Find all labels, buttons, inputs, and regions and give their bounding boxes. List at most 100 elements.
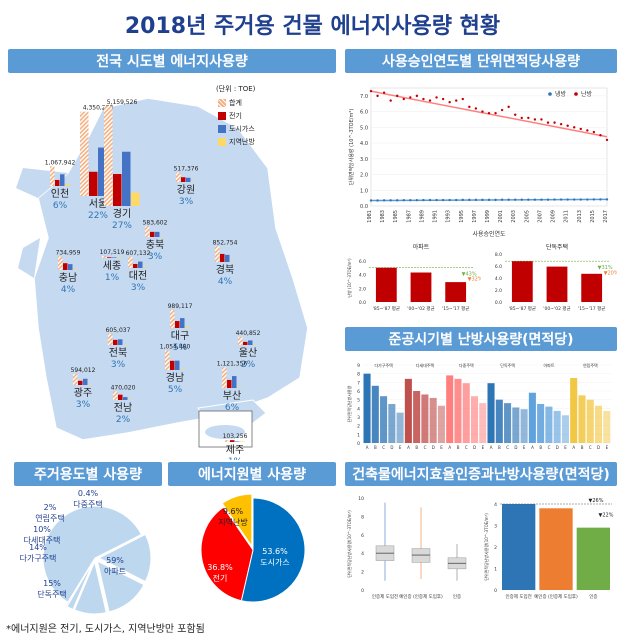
region-pct-16: 1%	[228, 457, 243, 460]
region-bar-16-1	[230, 440, 235, 442]
period-xtick-4-0: A	[531, 445, 534, 450]
region-bar-0-1	[89, 171, 98, 196]
box-ytick-4: 8	[361, 514, 364, 520]
scatter-point-0-21	[507, 105, 510, 109]
cert-bar-chart: 0 1 2 3 4 단위면적당난방사용량(10^-3TOE/m²) 인증제 도입전 예인증 (…	[483, 498, 614, 600]
period-xtick-0-4: E	[399, 445, 402, 450]
pie1-label-4: 연립주택	[35, 513, 64, 523]
cert-xtick-2: 인증	[589, 593, 597, 600]
scatter-point-0-24	[527, 116, 530, 120]
scatter-point-0-20	[500, 108, 504, 112]
scatter-point-1-30	[566, 198, 569, 201]
house-ytick-4: 8.0	[495, 252, 502, 258]
period-bar-4-3	[553, 410, 561, 443]
page-title: 2018년 주거용 건물 에너지사용량 현황	[124, 14, 501, 39]
period-bar-0-4	[396, 412, 404, 443]
period-xtick-4-2: C	[548, 445, 551, 450]
pie2-slice-0	[240, 497, 306, 603]
period-xtick-1-2: C	[424, 445, 427, 450]
scatter-ytick-4: 4.0	[360, 141, 368, 147]
box-ytick-5: 10	[358, 496, 364, 502]
scatter-point-1-29	[559, 198, 563, 201]
period-xtick-1-1: B	[415, 445, 418, 450]
scatter-ytick-0: 0.0	[360, 204, 368, 210]
region-total-7: 734,959	[56, 250, 81, 257]
scatter-point-0-22	[514, 113, 517, 116]
cert-box-chart: 0 2 4 6 8 10 단위면적당난방사용량(10^-3TOE/m²) 인증제 도입전 예인증…	[346, 496, 467, 600]
region-bar-7-0	[58, 256, 63, 270]
region-bar-5-0	[102, 256, 107, 258]
cert-bar-1	[539, 508, 573, 590]
cert-ytick-1: 1	[494, 567, 497, 573]
pie1-label-0: 아파트	[104, 566, 126, 576]
region-bar-5-1	[107, 257, 112, 258]
period-bar-2-3	[470, 396, 479, 443]
scatter-xtick-3: 1987	[406, 210, 412, 223]
scatter-point-0-1	[376, 94, 379, 98]
pie2-slice-1	[200, 506, 254, 602]
region-name-15: 전남	[114, 402, 132, 414]
region-bar-12-3	[253, 344, 258, 345]
region-bar-5-2	[112, 257, 117, 258]
period-ytick-6: 6	[357, 389, 360, 395]
region-bar-3-3	[191, 181, 196, 182]
period-bar-4-2	[545, 406, 553, 443]
scatter-xtick-15: 2011	[564, 210, 570, 223]
region-bar-3-2	[186, 177, 191, 182]
by-period-header: 준공시기별 난방사용량(면적당)	[345, 327, 617, 351]
scatter-point-0-27	[546, 121, 550, 124]
scatter-xtick-4: 1989	[419, 210, 425, 223]
pie1-slice-3	[73, 560, 107, 615]
cert-xtick-0: 인증제 도입전	[506, 593, 532, 600]
scatter-point-0-2	[382, 91, 386, 94]
region-bar-12-2	[248, 340, 253, 345]
region-pct-11: 5%	[168, 385, 183, 395]
region-pct-1: 27%	[112, 221, 132, 231]
period-ytick-3: 3	[357, 415, 360, 421]
period-xtick-1-3: D	[432, 445, 435, 450]
region-total-1: 5,159,526	[107, 99, 138, 106]
by-year-header: 사용승인연도별 단위면적당사용량	[345, 49, 617, 73]
by-type-header: 주거용도별 사용량	[14, 462, 162, 486]
period-bar-1-3	[429, 397, 437, 443]
period-bar-3-3	[512, 407, 520, 443]
cert-xtick-1: 예인증 (인증제 도입후)	[534, 593, 578, 600]
scatter-ylabel: 단위면적당사용량 (10^-3TOE/m²)	[348, 109, 355, 186]
scatter-point-1-32	[579, 198, 582, 201]
region-bar-8-3	[230, 261, 235, 262]
period-bar-4-4	[561, 415, 569, 443]
period-xtick-3-0: A	[490, 445, 493, 450]
scatter-point-0-9	[428, 99, 432, 102]
region-total-3: 517,376	[174, 166, 199, 173]
pie1-pct-2: 14%	[29, 543, 47, 552]
period-xtick-4-1: B	[539, 445, 542, 450]
house-ytick-3: 6.0	[495, 264, 502, 270]
pie2-label-0: 도시가스	[260, 558, 289, 567]
legend-elec: 전기	[218, 111, 255, 121]
pie1-pct-4: 2%	[44, 503, 57, 512]
region-bar-16-0	[225, 440, 230, 442]
scatter-point-0-10	[435, 96, 438, 99]
period-xtick-0-1: B	[374, 445, 377, 450]
scatter-point-0-29	[559, 122, 563, 126]
period-group-2: 다중주택	[459, 362, 474, 368]
pie1-label-2: 다가구주택	[20, 553, 57, 563]
region-name-9: 대구	[171, 330, 189, 342]
pie2-label-2: 지역난방	[218, 517, 248, 527]
year-scatter-chart: 0.0 1.0 2.0 3.0 4.0 5.0 6.0 7.0 1981 1983 1985 1987…	[348, 87, 609, 238]
region-bar-16-3	[240, 441, 245, 442]
scatter-xtick-18: 2017	[603, 210, 609, 223]
region-bar-14-3	[88, 384, 93, 385]
cert-bar-0	[502, 504, 536, 590]
apt-ytick-2: 4.0	[359, 273, 366, 279]
region-bar-4-2	[155, 231, 160, 237]
scatter-ytick-1: 1.0	[360, 188, 368, 194]
apt-ytick-1: 2.0	[359, 286, 366, 292]
pie1-label-1: 단독주택	[37, 589, 66, 599]
period-xtick-2-2: C	[465, 445, 468, 450]
period-xtick-3-4: E	[523, 445, 526, 450]
region-bar-8-0	[215, 246, 220, 262]
period-xtick-3-1: B	[498, 445, 501, 450]
region-total-0: 4,350,230	[83, 105, 114, 112]
